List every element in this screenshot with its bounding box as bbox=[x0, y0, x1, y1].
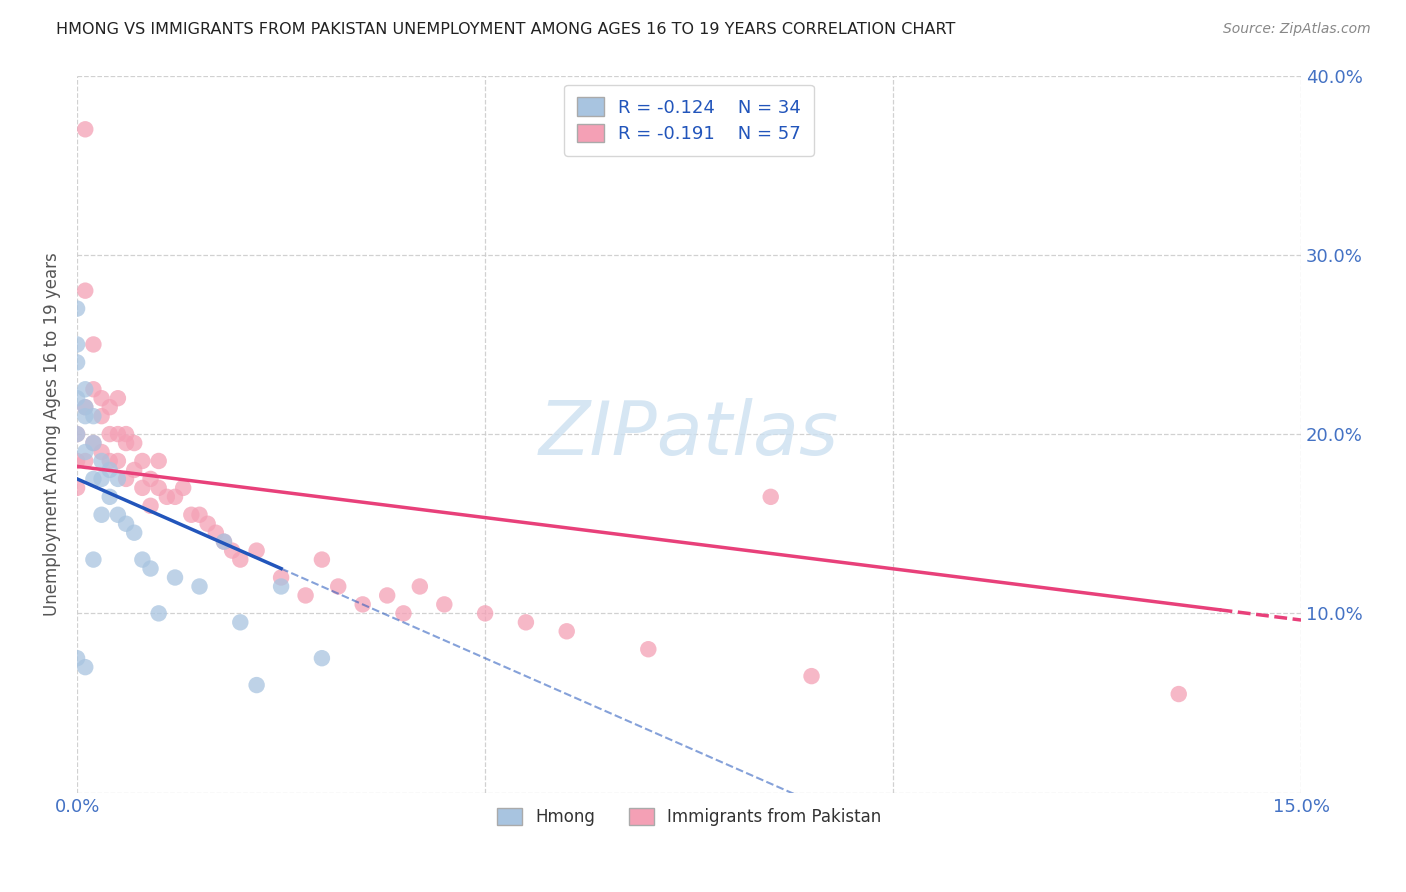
Point bbox=[148, 454, 170, 468]
Point bbox=[82, 382, 104, 396]
Point bbox=[75, 382, 97, 396]
Point bbox=[122, 436, 145, 450]
Point bbox=[759, 490, 782, 504]
Point bbox=[311, 552, 333, 566]
Point bbox=[328, 579, 350, 593]
Point bbox=[82, 436, 104, 450]
Point bbox=[352, 598, 374, 612]
Point bbox=[66, 391, 89, 405]
Point bbox=[66, 355, 89, 369]
Point bbox=[82, 436, 104, 450]
Point bbox=[107, 454, 129, 468]
Point bbox=[139, 561, 162, 575]
Point bbox=[75, 445, 97, 459]
Point bbox=[82, 337, 104, 351]
Point bbox=[66, 427, 89, 442]
Point bbox=[82, 472, 104, 486]
Point bbox=[139, 499, 162, 513]
Point bbox=[66, 337, 89, 351]
Point bbox=[75, 660, 97, 674]
Point bbox=[212, 534, 235, 549]
Point bbox=[90, 472, 112, 486]
Point bbox=[75, 454, 97, 468]
Point bbox=[212, 534, 235, 549]
Point bbox=[270, 570, 292, 584]
Point bbox=[98, 463, 121, 477]
Point bbox=[98, 400, 121, 414]
Point bbox=[229, 552, 252, 566]
Point bbox=[82, 552, 104, 566]
Point bbox=[180, 508, 202, 522]
Point bbox=[75, 400, 97, 414]
Text: ZIPatlas: ZIPatlas bbox=[538, 398, 839, 470]
Point bbox=[139, 472, 162, 486]
Point bbox=[131, 454, 153, 468]
Point bbox=[197, 516, 219, 531]
Point bbox=[98, 427, 121, 442]
Point bbox=[311, 651, 333, 665]
Point bbox=[90, 445, 112, 459]
Point bbox=[1167, 687, 1189, 701]
Point bbox=[75, 409, 97, 424]
Point bbox=[98, 490, 121, 504]
Point bbox=[75, 284, 97, 298]
Point bbox=[90, 391, 112, 405]
Legend: Hmong, Immigrants from Pakistan: Hmong, Immigrants from Pakistan bbox=[489, 800, 890, 835]
Point bbox=[188, 508, 211, 522]
Point bbox=[294, 589, 316, 603]
Point bbox=[107, 472, 129, 486]
Point bbox=[122, 525, 145, 540]
Point bbox=[409, 579, 432, 593]
Point bbox=[131, 552, 153, 566]
Point bbox=[90, 409, 112, 424]
Point bbox=[229, 615, 252, 630]
Point bbox=[66, 651, 89, 665]
Point bbox=[107, 391, 129, 405]
Point bbox=[221, 543, 243, 558]
Y-axis label: Unemployment Among Ages 16 to 19 years: Unemployment Among Ages 16 to 19 years bbox=[44, 252, 60, 616]
Point bbox=[172, 481, 194, 495]
Point bbox=[156, 490, 179, 504]
Point bbox=[66, 481, 89, 495]
Point bbox=[148, 481, 170, 495]
Point bbox=[555, 624, 578, 639]
Point bbox=[148, 607, 170, 621]
Point bbox=[204, 525, 226, 540]
Point bbox=[163, 570, 186, 584]
Point bbox=[115, 472, 138, 486]
Point bbox=[107, 427, 129, 442]
Point bbox=[90, 454, 112, 468]
Point bbox=[246, 543, 269, 558]
Point bbox=[375, 589, 398, 603]
Point bbox=[115, 427, 138, 442]
Point bbox=[392, 607, 415, 621]
Point bbox=[637, 642, 659, 657]
Point bbox=[515, 615, 537, 630]
Point bbox=[474, 607, 496, 621]
Point bbox=[90, 508, 112, 522]
Point bbox=[800, 669, 823, 683]
Point bbox=[131, 481, 153, 495]
Point bbox=[98, 454, 121, 468]
Point bbox=[122, 463, 145, 477]
Point bbox=[115, 436, 138, 450]
Point bbox=[188, 579, 211, 593]
Point bbox=[75, 122, 97, 136]
Text: HMONG VS IMMIGRANTS FROM PAKISTAN UNEMPLOYMENT AMONG AGES 16 TO 19 YEARS CORRELA: HMONG VS IMMIGRANTS FROM PAKISTAN UNEMPL… bbox=[56, 22, 956, 37]
Point bbox=[246, 678, 269, 692]
Point bbox=[66, 427, 89, 442]
Point bbox=[115, 516, 138, 531]
Point bbox=[66, 301, 89, 316]
Point bbox=[66, 454, 89, 468]
Point bbox=[433, 598, 456, 612]
Point bbox=[75, 400, 97, 414]
Point bbox=[163, 490, 186, 504]
Point bbox=[270, 579, 292, 593]
Text: Source: ZipAtlas.com: Source: ZipAtlas.com bbox=[1223, 22, 1371, 37]
Point bbox=[82, 409, 104, 424]
Point bbox=[107, 508, 129, 522]
